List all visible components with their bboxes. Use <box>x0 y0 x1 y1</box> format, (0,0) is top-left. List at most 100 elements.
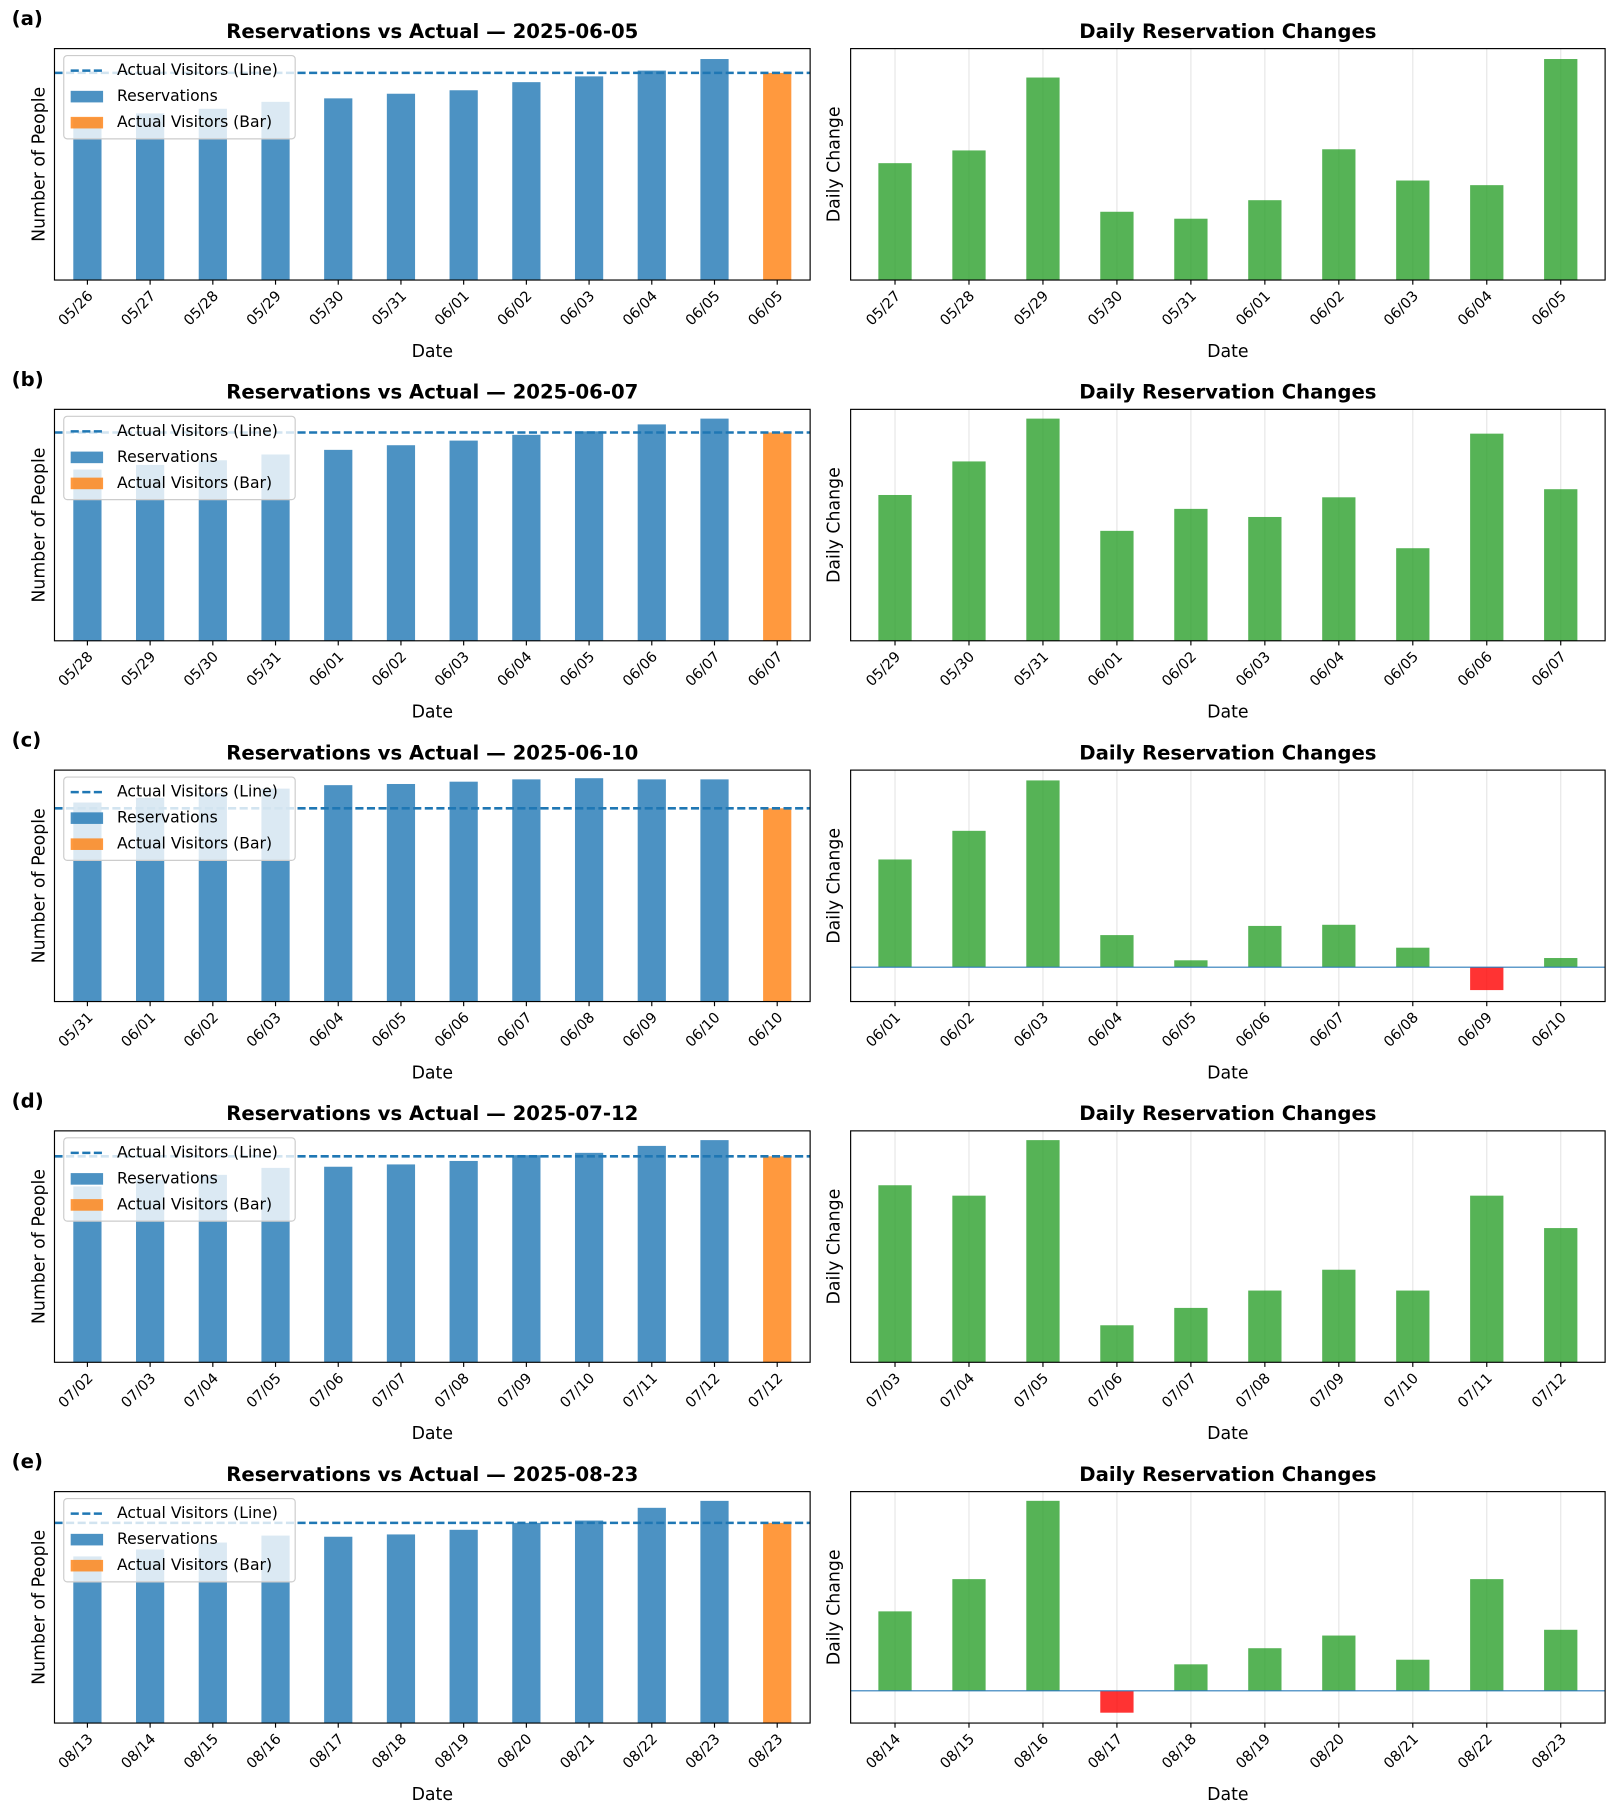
bar <box>1026 77 1060 281</box>
bar <box>1248 1648 1282 1691</box>
x-tick-label: 06/05 <box>557 649 598 690</box>
x-tick-label: 06/01 <box>118 1010 159 1051</box>
bar <box>637 1507 666 1724</box>
x-tick-label: 06/08 <box>557 1010 598 1051</box>
x-tick-label: 06/02 <box>495 288 536 329</box>
x-tick-label: 07/04 <box>937 1371 978 1412</box>
x-tick-label: 07/10 <box>557 1371 598 1412</box>
bar <box>700 59 729 281</box>
x-tick-label: 08/21 <box>1381 1731 1422 1772</box>
x-tick-label: 06/01 <box>307 649 348 690</box>
x-tick-label: 07/12 <box>683 1371 724 1412</box>
axes-frame <box>850 48 1606 281</box>
bar <box>1396 180 1430 281</box>
x-tick-label: 06/03 <box>1381 288 1422 329</box>
bar <box>1322 1269 1356 1363</box>
x-tick-label: 06/03 <box>557 288 598 329</box>
bar <box>1396 1659 1430 1691</box>
bar <box>700 1140 729 1363</box>
panel-label: (d) <box>12 1089 44 1112</box>
x-tick-label: 05/26 <box>56 288 97 329</box>
x-tick-label: 06/07 <box>683 649 724 690</box>
y-axis-label: Daily Change <box>824 467 844 583</box>
x-tick-label: 06/07 <box>1307 1010 1348 1051</box>
bar <box>512 1155 541 1363</box>
bar <box>574 1152 604 1363</box>
bar <box>952 1195 986 1363</box>
axes-frame <box>53 48 811 281</box>
legend: Actual Visitors (Line) Reservations Actual… <box>63 1137 296 1222</box>
chart-title: Reservations vs Actual — 2025-06-05 <box>226 20 638 43</box>
panel-label: (a) <box>12 7 43 30</box>
x-tick-label: 07/12 <box>1529 1371 1570 1412</box>
x-tick-label: 06/10 <box>683 1010 724 1051</box>
bar <box>1026 780 1060 968</box>
bar <box>136 113 165 281</box>
x-tick-label: 08/20 <box>495 1731 536 1772</box>
bar <box>1544 958 1578 968</box>
legend-label: Reservations <box>117 1169 218 1187</box>
x-tick-label: 08/17 <box>307 1731 348 1772</box>
legend: Actual Visitors (Line) Reservations Actual… <box>63 54 296 140</box>
bar <box>324 449 353 641</box>
subplot: (c) Reservations vs Actual — 2025-06-10 Da… <box>12 729 811 1083</box>
x-tick-label: 06/09 <box>1455 1010 1496 1051</box>
bar <box>1322 149 1356 281</box>
x-tick-label: 06/04 <box>1455 288 1496 329</box>
x-tick-label: 06/04 <box>1307 649 1348 690</box>
bar <box>878 1611 912 1691</box>
x-tick-label: 06/05 <box>746 288 787 329</box>
x-tick-label: 08/15 <box>937 1731 978 1772</box>
bar <box>763 432 792 641</box>
bar <box>73 118 102 281</box>
x-axis-label: Date <box>412 1424 453 1444</box>
bar <box>1174 508 1208 641</box>
y-axis-label: Daily Change <box>824 1549 844 1665</box>
y-axis-label: Daily Change <box>824 828 844 944</box>
y-axis-label: Number of People <box>29 87 49 242</box>
x-tick-label: 05/28 <box>181 288 222 329</box>
x-tick-label: 07/08 <box>1233 1371 1274 1412</box>
x-tick-label: 06/08 <box>1381 1010 1422 1051</box>
panel-label: (b) <box>12 368 44 391</box>
bar <box>1100 1325 1134 1363</box>
bar <box>1174 218 1208 281</box>
legend-box <box>63 1137 296 1222</box>
bar <box>763 808 792 1002</box>
x-tick-label: 08/18 <box>369 1731 410 1772</box>
legend-label: Actual Visitors (Bar) <box>117 835 272 853</box>
legend-label: Reservations <box>117 448 218 466</box>
legend-swatch <box>70 1559 104 1572</box>
bar <box>637 70 666 281</box>
legend-label: Actual Visitors (Bar) <box>117 474 272 492</box>
legend: Actual Visitors (Line) Reservations Actual… <box>63 1497 296 1583</box>
x-tick-label: 06/03 <box>244 1010 285 1051</box>
y-axis-label: Number of People <box>29 1169 49 1324</box>
x-tick-label: 05/31 <box>1011 649 1052 690</box>
subplot: (a) Reservations vs Actual — 2025-06-05 Da… <box>12 7 811 362</box>
x-tick-label: 05/28 <box>937 288 978 329</box>
x-tick-label: 06/05 <box>1529 288 1570 329</box>
x-tick-label: 06/01 <box>1233 288 1274 329</box>
legend-swatch <box>70 1199 104 1211</box>
bar <box>700 779 729 1002</box>
x-tick-label: 08/18 <box>1159 1731 1200 1772</box>
legend-label: Actual Visitors (Bar) <box>117 1556 272 1574</box>
chart-title: Daily Reservation Changes <box>1079 1463 1376 1486</box>
subplot: (b) Reservations vs Actual — 2025-06-07 Da… <box>12 368 811 723</box>
legend-label: Reservations <box>117 1530 218 1548</box>
bar <box>386 1534 416 1724</box>
y-axis-label: Number of People <box>29 448 49 603</box>
legend-label: Actual Visitors (Bar) <box>117 1195 272 1213</box>
bar <box>1470 967 1504 991</box>
axes-frame <box>53 1130 811 1363</box>
bar <box>449 781 478 1002</box>
bar <box>637 779 666 1002</box>
x-tick-label: 06/04 <box>495 649 536 690</box>
y-axis-label: Number of People <box>29 1530 49 1685</box>
bar <box>878 163 912 281</box>
legend-label: Actual Visitors (Line) <box>117 61 278 79</box>
x-tick-label: 08/15 <box>181 1731 222 1772</box>
legend-swatch <box>70 90 104 103</box>
chart-title: Reservations vs Actual — 2025-06-07 <box>226 381 638 404</box>
